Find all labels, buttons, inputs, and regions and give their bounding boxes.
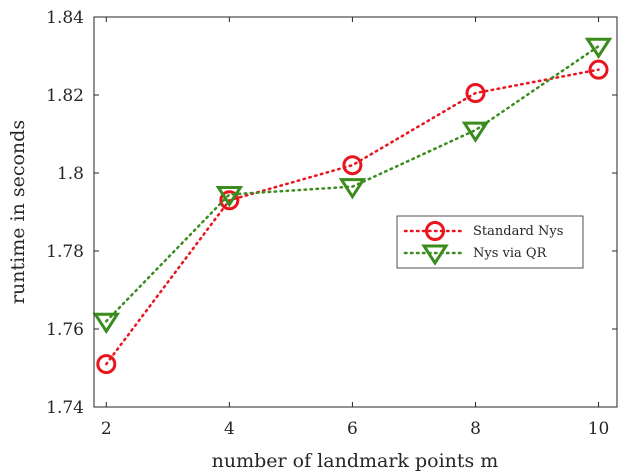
data-point — [338, 178, 367, 200]
y-tick-label: 1.76 — [46, 320, 84, 340]
data-point — [588, 59, 609, 80]
legend: Standard Nys Nys via QR — [396, 215, 584, 269]
data-point — [342, 155, 363, 176]
y-tick-label: 1.82 — [46, 86, 84, 106]
x-tick-label: 6 — [347, 419, 358, 439]
y-tick-label: 1.84 — [46, 8, 84, 28]
series-1 — [96, 59, 609, 375]
x-tick-label: 8 — [470, 419, 481, 439]
y-tick-label: 1.78 — [46, 242, 84, 262]
legend-marker — [421, 244, 449, 266]
series-line — [105, 68, 600, 366]
axes-frame — [93, 16, 618, 408]
data-point — [584, 37, 613, 60]
series-layer — [92, 37, 613, 375]
legend-marker — [425, 221, 445, 241]
data-point — [215, 185, 244, 208]
data-point — [465, 83, 486, 104]
plot-area — [94, 17, 617, 407]
legend-label: Standard Nys — [473, 224, 563, 239]
legend-label: Nys via QR — [473, 246, 548, 261]
series-2 — [92, 37, 613, 334]
data-point — [219, 190, 240, 211]
axes-layer: 2 4 6 8 10 1.74 1.76 1.78 1.8 1.82 1.84 — [46, 8, 618, 439]
y-tick-label: 1.8 — [57, 164, 84, 184]
x-axis-label: number of landmark points m — [212, 450, 499, 472]
data-point — [96, 354, 117, 375]
x-tick-label: 2 — [101, 419, 112, 439]
y-tick-label: 1.74 — [46, 398, 84, 418]
x-tick-label: 4 — [224, 419, 235, 439]
data-point — [461, 121, 490, 143]
y-axis-label: runtime in seconds — [7, 120, 29, 304]
data-point — [92, 312, 121, 334]
x-tick-label: 10 — [588, 419, 610, 439]
legend-entry: Nys via QR — [403, 244, 548, 266]
legend-entry: Standard Nys — [403, 221, 563, 241]
series-line — [105, 45, 600, 323]
